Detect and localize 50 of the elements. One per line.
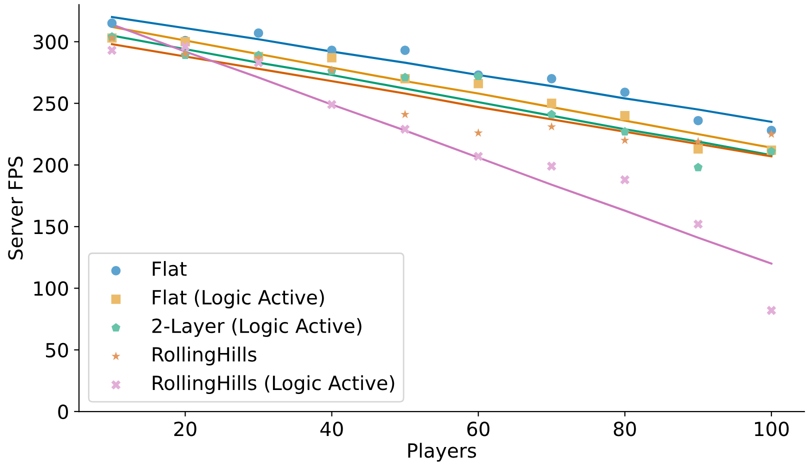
x-axis-title: Players — [408, 442, 476, 462]
y-axis-title: Server FPS — [8, 156, 23, 260]
point — [474, 78, 483, 88]
point — [766, 130, 776, 138]
x-tick-label: 20 — [174, 422, 196, 436]
point — [474, 128, 483, 137]
point — [766, 306, 776, 316]
line-series — [110, 16, 772, 123]
point — [547, 122, 556, 131]
point — [327, 100, 336, 110]
y-tick-label: 0 — [58, 404, 68, 420]
point — [327, 53, 336, 62]
x-tick-label: 60 — [467, 422, 490, 436]
legend-label: 2-Layer (Logic Active) — [152, 318, 362, 337]
point — [107, 46, 117, 55]
legend-label: RollingHills — [152, 346, 256, 366]
point — [546, 98, 556, 108]
legend-label: Flat (Logic Active) — [152, 290, 324, 308]
point — [620, 111, 630, 120]
point — [400, 110, 410, 118]
y-tick-label: 250 — [34, 96, 68, 112]
point — [620, 127, 630, 136]
y-tick-label: 200 — [34, 158, 68, 173]
point — [107, 18, 117, 28]
point — [693, 219, 703, 229]
point — [400, 46, 410, 55]
legend-label: RollingHills (Logic Active) — [152, 375, 394, 394]
point — [620, 136, 630, 144]
point — [400, 124, 410, 134]
point — [620, 175, 630, 184]
point — [546, 162, 556, 171]
point — [254, 28, 264, 38]
point — [547, 110, 556, 118]
point — [546, 74, 556, 84]
point — [694, 136, 703, 146]
point — [693, 144, 703, 154]
point — [620, 88, 630, 97]
y-tick-label: 100 — [34, 281, 68, 296]
legend-label: Flat — [152, 261, 187, 276]
point — [694, 162, 703, 172]
x-tick-label: 80 — [614, 422, 636, 436]
point — [474, 152, 483, 162]
point — [693, 116, 703, 126]
x-tick-label: 100 — [754, 422, 789, 436]
point — [180, 42, 190, 52]
y-tick-label: 300 — [34, 34, 68, 50]
y-tick-label: 150 — [34, 220, 68, 234]
point — [254, 58, 264, 68]
x-tick-label: 40 — [320, 422, 343, 436]
y-tick-label: 50 — [46, 342, 68, 358]
